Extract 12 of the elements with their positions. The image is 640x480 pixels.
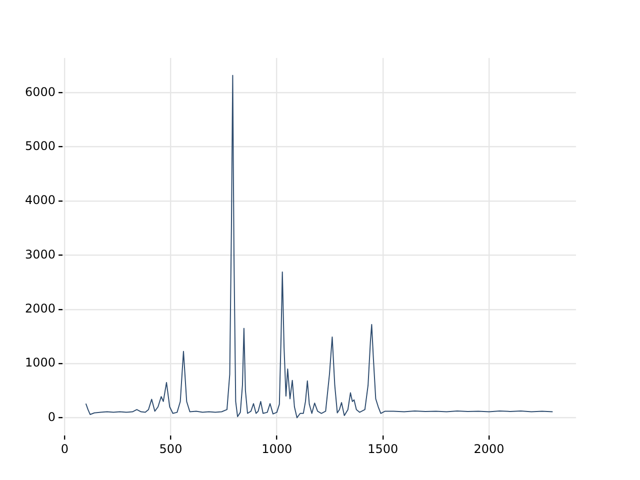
x-tick-label: 2000 <box>474 442 504 456</box>
y-tick-label: 5000 <box>24 138 56 153</box>
x-tick-label: 1000 <box>262 442 292 456</box>
y-tick-label: 1000 <box>24 356 56 370</box>
y-tick-label: 2000 <box>24 301 56 316</box>
x-tick-label: 500 <box>159 442 182 456</box>
x-tick-label: 0 <box>60 442 68 456</box>
y-tick-label: 3000 <box>24 247 56 262</box>
y-tick-label: 4000 <box>24 193 56 208</box>
y-tick-label: 6000 <box>24 84 56 99</box>
x-tick-label: 1500 <box>368 442 398 456</box>
y-tick-label: 0 <box>48 410 56 424</box>
